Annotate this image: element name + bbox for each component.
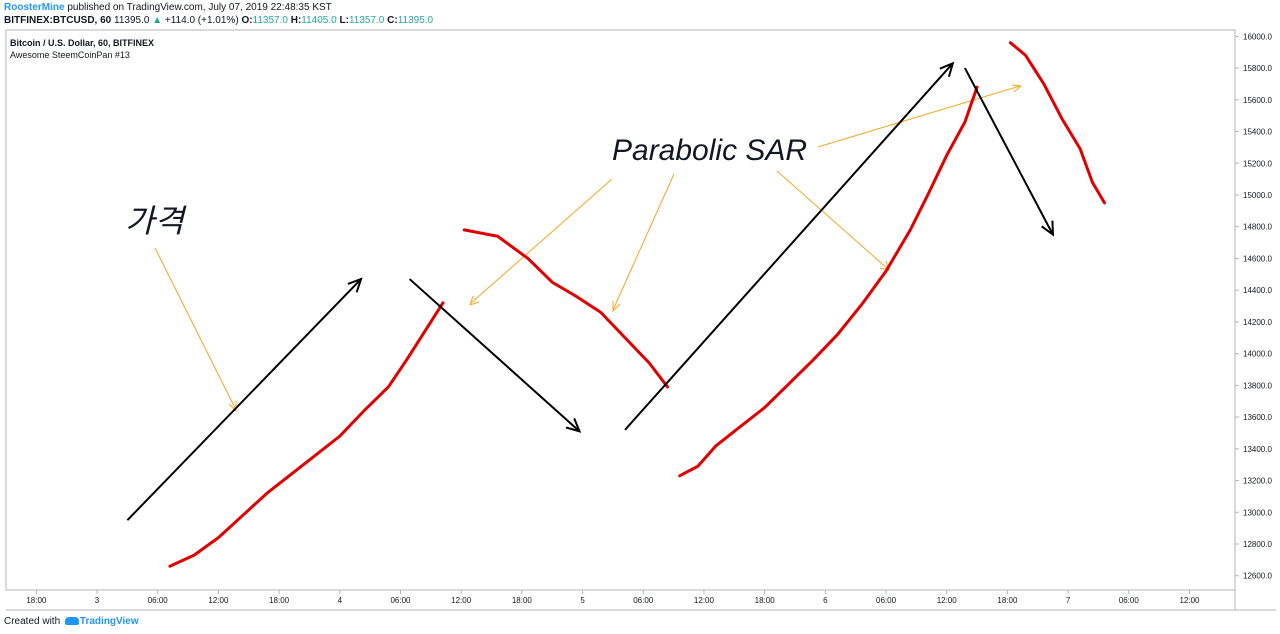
symbol-label: BITFINEX:BTCUSD, 60 <box>4 15 112 26</box>
sar-line-1 <box>168 301 445 568</box>
y-tick-label: 13200.0 <box>1243 477 1272 486</box>
open-label: O: <box>241 15 253 26</box>
y-tick-label: 14600.0 <box>1243 254 1272 263</box>
sar-line-3 <box>678 85 979 478</box>
symbol-quote-line: BITFINEX:BTCUSD, 60 11395.0 ▲ +114.0 (+1… <box>4 15 433 26</box>
up-arrow-icon: ▲ <box>152 15 163 26</box>
author-link[interactable]: RoosterMine <box>4 2 65 13</box>
y-tick-label: 13400.0 <box>1243 445 1272 454</box>
sar-line-4 <box>1008 41 1107 205</box>
low-label: L: <box>339 15 349 26</box>
series-layer <box>126 41 1107 568</box>
low-value: 11357.0 <box>348 15 385 26</box>
sar-pointer-4 <box>817 85 1021 148</box>
time-axis[interactable]: 18:00 3 06:00 12:00 18:00 4 06:00 12:00 18:00 5 06… <box>26 590 1200 605</box>
chart-title: Bitcoin / U.S. Dollar, 60, BITFINEX <box>10 38 154 48</box>
x-tick-label: 18:00 <box>269 596 290 605</box>
x-tick-label: 18:00 <box>512 596 533 605</box>
x-tick-label: 06:00 <box>148 596 169 605</box>
y-tick-label: 14200.0 <box>1243 318 1272 327</box>
price-arrow-1 <box>126 278 362 521</box>
sar-line-2 <box>462 228 670 389</box>
x-tick-label: 5 <box>580 596 585 605</box>
sar-pointer-3 <box>776 170 889 270</box>
price-axis[interactable]: 12600.0 12800.0 13000.0 13200.0 13400.0 13600… <box>1235 32 1272 581</box>
sar-pointer-2 <box>612 173 675 311</box>
x-tick-label: 7 <box>1066 596 1071 605</box>
y-tick-label: 15800.0 <box>1243 64 1272 73</box>
sar-pointer-1-head-icon <box>469 295 480 306</box>
chart-subtitle: Awesome SteemCoinPan #13 <box>10 50 130 60</box>
y-tick-label: 15200.0 <box>1243 159 1272 168</box>
sar-pointer-3-head-icon <box>879 260 890 271</box>
y-tick-label: 13600.0 <box>1243 413 1272 422</box>
tradingview-logo-text[interactable]: TradingView <box>79 616 139 627</box>
x-tick-label: 18:00 <box>26 596 47 605</box>
price-arrow-4 <box>964 67 1054 236</box>
x-tick-label: 6 <box>823 596 828 605</box>
price-pointer-head-icon <box>228 401 237 413</box>
y-tick-label: 16000.0 <box>1243 32 1272 41</box>
y-tick-label: 12600.0 <box>1243 572 1272 581</box>
x-tick-label: 06:00 <box>876 596 897 605</box>
y-tick-label: 13800.0 <box>1243 381 1272 390</box>
last-price: 11395.0 <box>114 15 150 26</box>
y-tick-label: 14800.0 <box>1243 223 1272 232</box>
x-tick-label: 06:00 <box>390 596 411 605</box>
chart-pane[interactable] <box>5 29 1236 591</box>
price-pointer <box>154 247 237 411</box>
x-tick-label: 12:00 <box>208 596 229 605</box>
price-annotation: 가격 <box>125 202 187 240</box>
publish-info: RoosterMine published on TradingView.com… <box>4 2 332 13</box>
y-tick-label: 14400.0 <box>1243 286 1272 295</box>
x-tick-label: 12:00 <box>694 596 715 605</box>
price-change: +114.0 (+1.01%) <box>164 15 239 26</box>
sar-annotation: Parabolic SAR <box>612 134 807 167</box>
price-arrow-4-head-icon <box>1041 220 1054 237</box>
close-value: 11395.0 <box>397 15 434 26</box>
high-label: H: <box>290 15 302 26</box>
open-value: 11357.0 <box>252 15 288 26</box>
created-with-text: Created with <box>4 616 61 627</box>
x-tick-label: 12:00 <box>937 596 958 605</box>
x-tick-label: 18:00 <box>755 596 776 605</box>
x-tick-label: 12:00 <box>451 596 472 605</box>
high-value: 11405.0 <box>301 15 337 26</box>
annotation-pointers <box>154 84 1023 413</box>
x-tick-label: 4 <box>338 596 343 605</box>
price-arrow-1-head-icon <box>347 277 363 293</box>
published-text: published on TradingView.com, July 07, 2… <box>67 2 332 13</box>
y-tick-label: 15000.0 <box>1243 191 1272 200</box>
sar-pointer-2-head-icon <box>612 301 621 313</box>
y-tick-label: 15400.0 <box>1243 128 1272 137</box>
y-tick-label: 14000.0 <box>1243 350 1272 359</box>
y-tick-label: 13000.0 <box>1243 508 1272 517</box>
y-tick-label: 12800.0 <box>1243 540 1272 549</box>
close-label: C: <box>387 15 398 26</box>
sar-pointer-4-head-icon <box>1011 84 1023 93</box>
price-arrow-3 <box>624 62 954 431</box>
x-tick-label: 06:00 <box>1119 596 1140 605</box>
x-tick-label: 18:00 <box>997 596 1018 605</box>
sar-pointer-1 <box>469 178 613 305</box>
x-tick-label: 06:00 <box>633 596 654 605</box>
price-arrow-2-head-icon <box>565 418 582 433</box>
tradingview-logo-icon[interactable] <box>64 617 79 626</box>
price-arrow-3-head-icon <box>939 61 955 78</box>
y-tick-label: 15600.0 <box>1243 96 1272 105</box>
price-arrow-2 <box>408 278 581 433</box>
x-tick-label: 3 <box>95 596 100 605</box>
x-tick-label: 12:00 <box>1179 596 1200 605</box>
footer: Created with TradingView <box>4 616 139 627</box>
